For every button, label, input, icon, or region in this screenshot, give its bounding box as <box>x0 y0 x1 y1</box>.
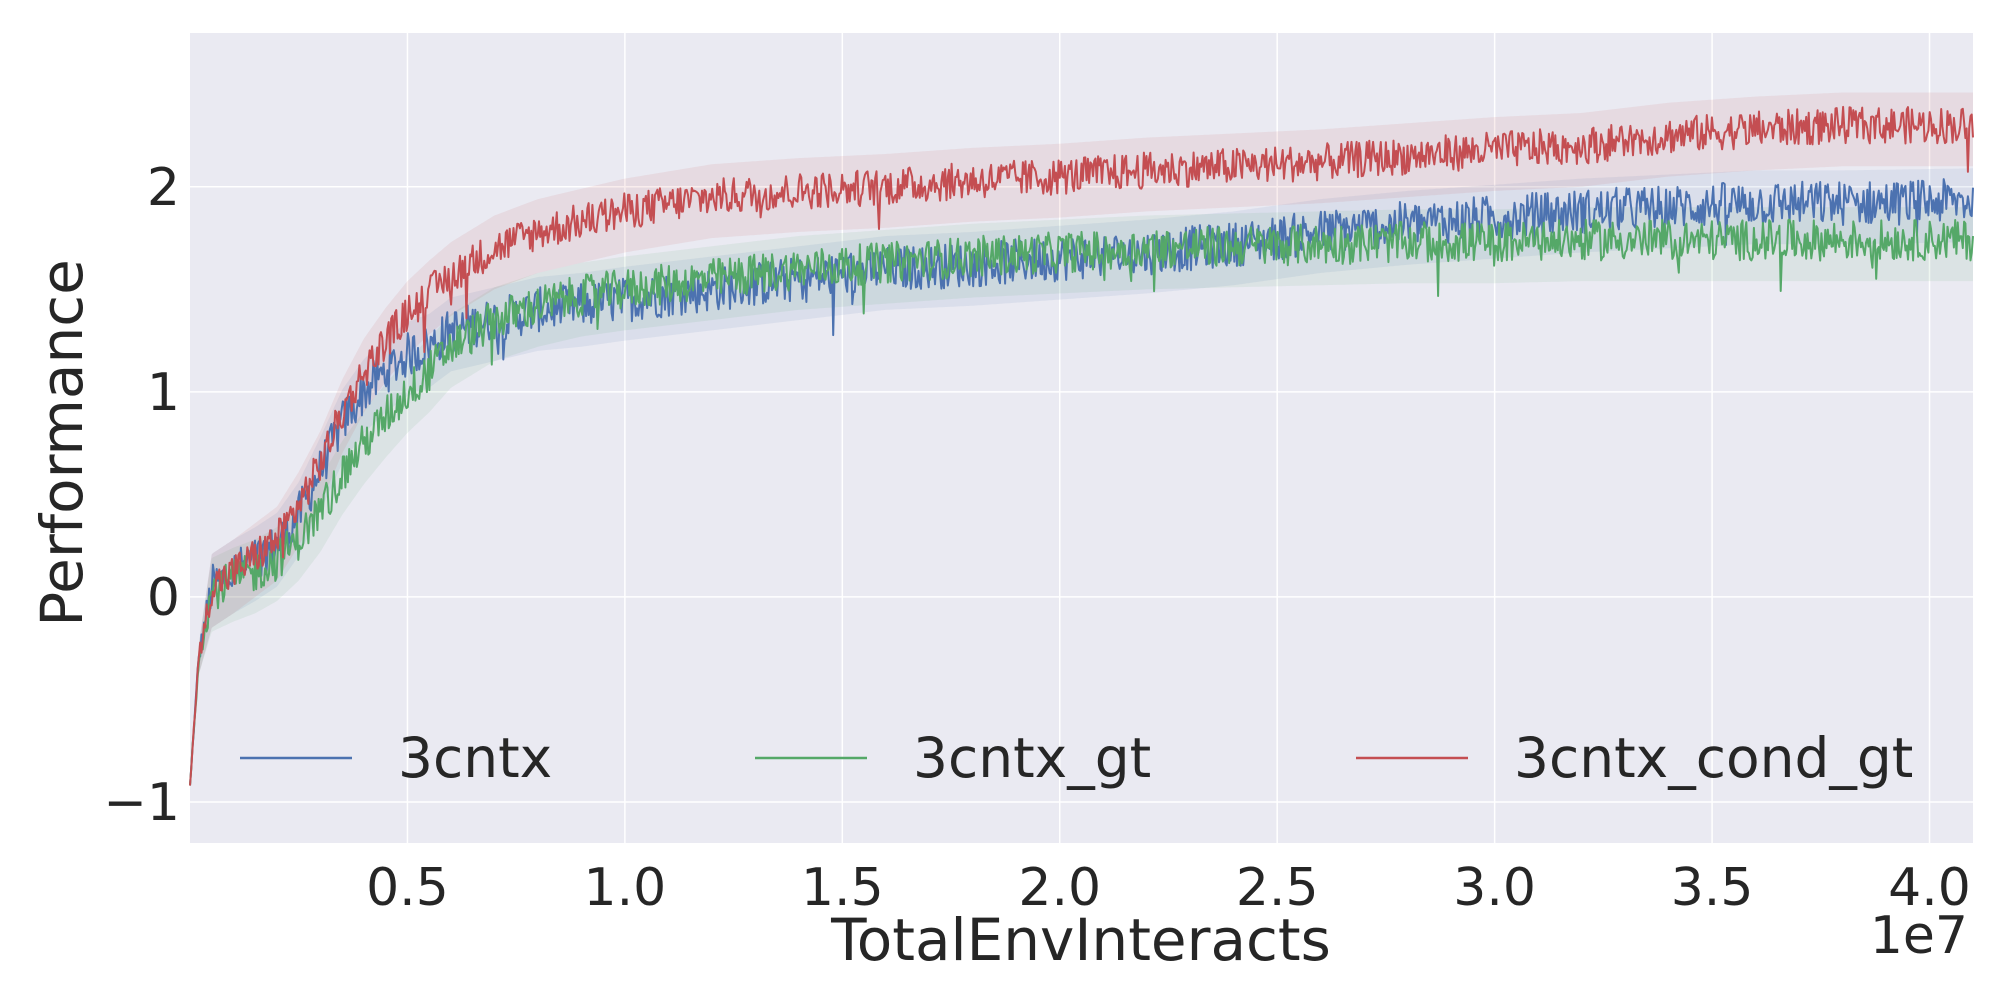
series-line-3cntx_cond_gt <box>189 105 1974 786</box>
x-tick-label: 0.5 <box>366 858 449 918</box>
y-tick-label: 0 <box>147 568 180 628</box>
variance-bands <box>190 92 1973 786</box>
y-tick-label: 2 <box>147 158 180 218</box>
y-axis-label: Performance <box>28 259 96 627</box>
x-tick-label: 3.5 <box>1671 858 1754 918</box>
variance-band-3cntx <box>190 168 1973 786</box>
x-axis-label: TotalEnvInteracts <box>830 906 1331 974</box>
y-tick-label: −1 <box>103 773 180 833</box>
y-axis-ticks: −1 0 1 2 <box>103 158 180 833</box>
x-tick-label: 1.0 <box>584 858 667 918</box>
y-tick-label: 1 <box>147 363 180 423</box>
x-tick-label: 2.0 <box>1018 858 1101 918</box>
variance-band-3cntx_cond_gt <box>190 92 1973 786</box>
legend-label: 3cntx <box>398 726 552 790</box>
x-axis-ticks: 0.5 1.0 1.5 2.0 2.5 3.0 3.5 4.0 <box>366 858 1971 918</box>
grid-lines <box>190 33 1973 843</box>
x-tick-label: 4.0 <box>1888 858 1971 918</box>
x-tick-label: 2.5 <box>1236 858 1319 918</box>
legend-label: 3cntx_gt <box>913 726 1151 790</box>
legend-label: 3cntx_cond_gt <box>1514 726 1913 790</box>
x-tick-label: 1.5 <box>801 858 884 918</box>
legend: 3cntx 3cntx_gt 3cntx_cond_gt <box>240 726 1913 790</box>
variance-band-3cntx_gt <box>190 207 1973 786</box>
x-tick-label: 3.0 <box>1453 858 1536 918</box>
x-axis-offset-label: 1e7 <box>1870 906 1968 966</box>
series-lines <box>189 105 1974 786</box>
series-line-3cntx_gt <box>189 218 1974 786</box>
